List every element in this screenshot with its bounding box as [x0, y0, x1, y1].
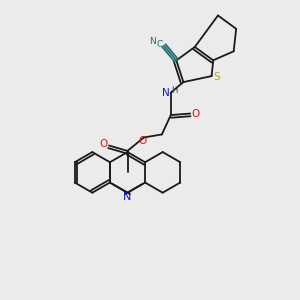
Text: C: C [157, 40, 163, 49]
Text: O: O [139, 136, 147, 146]
Text: O: O [191, 109, 200, 118]
Text: H: H [171, 86, 178, 95]
Text: N: N [149, 38, 156, 46]
Text: S: S [213, 72, 220, 82]
Text: N: N [123, 192, 132, 202]
Text: N: N [162, 88, 169, 98]
Text: O: O [99, 139, 107, 149]
